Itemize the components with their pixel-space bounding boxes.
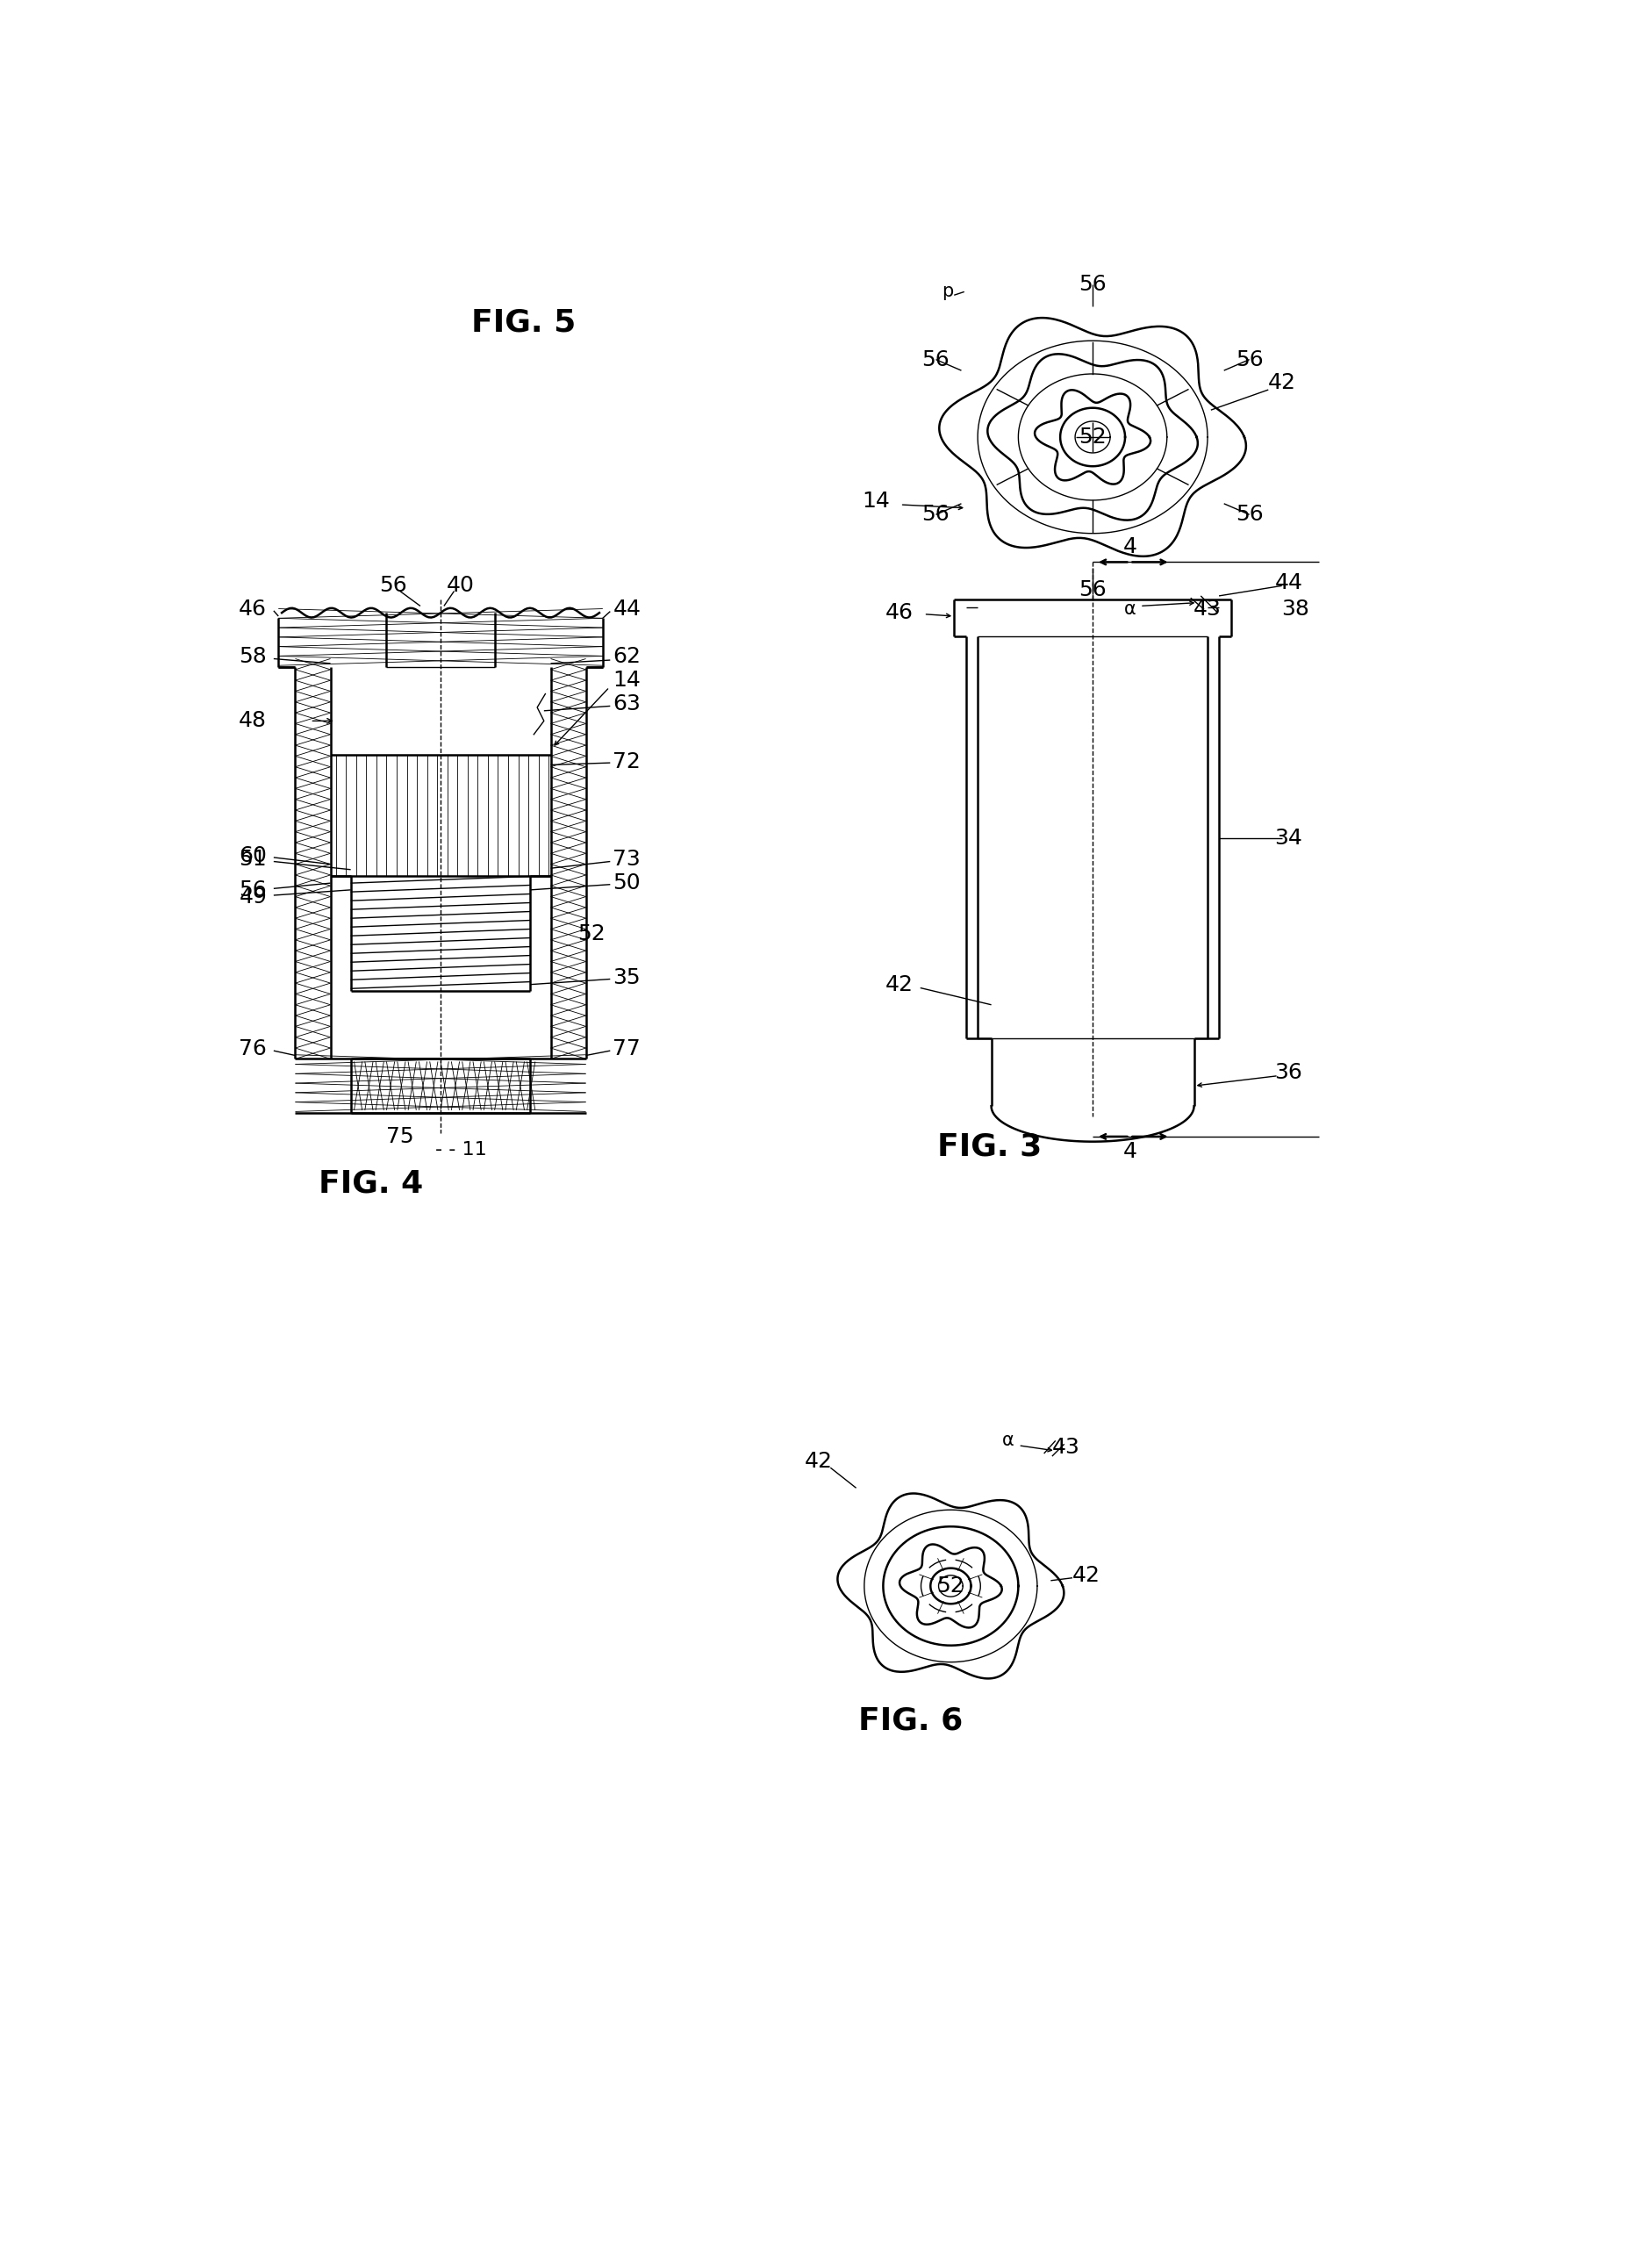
Text: 76: 76 <box>239 1039 267 1059</box>
Text: 52: 52 <box>578 923 605 943</box>
Text: 4: 4 <box>1123 1141 1137 1161</box>
Text: - - 11: - - 11 <box>434 1141 486 1159</box>
Text: 72: 72 <box>613 751 641 771</box>
Text: 48: 48 <box>239 710 267 733</box>
Text: 56: 56 <box>1235 349 1263 370</box>
Text: 43: 43 <box>1051 1438 1080 1458</box>
Text: 52: 52 <box>1079 426 1106 447</box>
Text: 60: 60 <box>239 846 267 866</box>
Text: 44: 44 <box>1274 572 1303 592</box>
Text: 62: 62 <box>613 646 641 667</box>
Text: 14: 14 <box>862 490 890 513</box>
Text: 38: 38 <box>1282 599 1310 619</box>
Text: 49: 49 <box>239 887 267 907</box>
Text: 42: 42 <box>1267 372 1295 395</box>
Text: 75: 75 <box>386 1125 413 1148</box>
Text: 56: 56 <box>923 503 950 526</box>
Text: 52: 52 <box>937 1576 965 1597</box>
Text: 56: 56 <box>379 576 407 596</box>
Text: 50: 50 <box>613 873 641 894</box>
Text: 43: 43 <box>1194 599 1222 619</box>
Text: 51: 51 <box>239 848 267 871</box>
Text: 56: 56 <box>1079 578 1106 601</box>
Text: 56: 56 <box>923 349 950 370</box>
Text: 35: 35 <box>613 966 641 989</box>
Text: 77: 77 <box>613 1039 641 1059</box>
Text: α: α <box>1124 601 1136 619</box>
Text: 40: 40 <box>447 576 475 596</box>
Text: p: p <box>942 284 953 302</box>
Text: 56: 56 <box>1235 503 1263 526</box>
Text: 58: 58 <box>239 646 267 667</box>
Text: 14: 14 <box>613 669 641 692</box>
Text: 34: 34 <box>1274 828 1303 848</box>
Text: 42: 42 <box>885 973 914 996</box>
Text: 56: 56 <box>239 880 267 900</box>
Text: 46: 46 <box>885 603 914 624</box>
Text: 4: 4 <box>1123 538 1137 558</box>
Text: FIG. 4: FIG. 4 <box>319 1168 423 1200</box>
Text: 46: 46 <box>239 599 267 619</box>
Text: FIG. 3: FIG. 3 <box>937 1132 1041 1161</box>
Text: FIG. 5: FIG. 5 <box>470 306 576 338</box>
Text: FIG. 6: FIG. 6 <box>857 1706 963 1735</box>
Text: 44: 44 <box>613 599 641 619</box>
Text: 73: 73 <box>613 848 641 871</box>
Text: 42: 42 <box>805 1452 833 1472</box>
Text: 36: 36 <box>1274 1061 1303 1082</box>
Text: 42: 42 <box>1072 1565 1100 1585</box>
Text: 56: 56 <box>1079 274 1106 295</box>
Text: 63: 63 <box>613 694 641 714</box>
Text: α: α <box>1002 1431 1014 1449</box>
